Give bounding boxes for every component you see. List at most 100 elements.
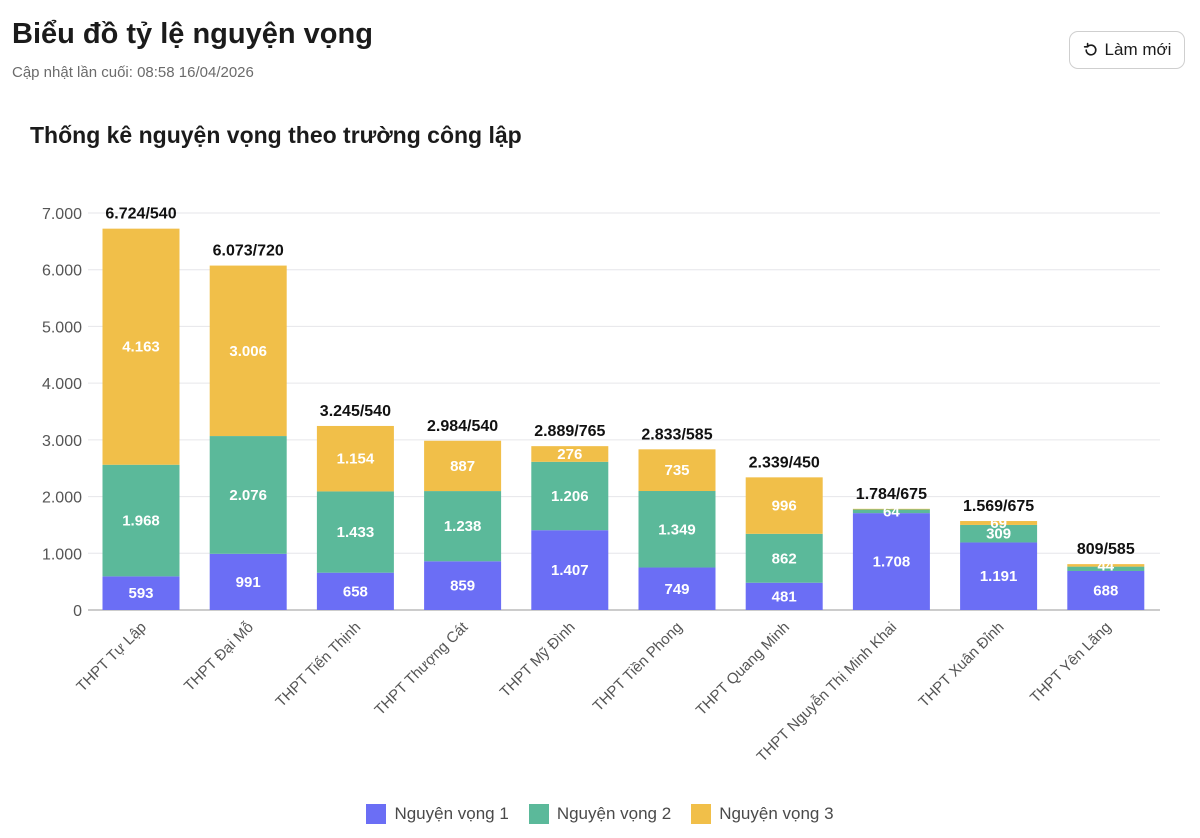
bar-segment[interactable] [745, 533, 823, 583]
y-tick-label: 6.000 [42, 263, 82, 280]
y-tick-label: 7.000 [42, 206, 82, 223]
legend-label-nv2: Nguyện vọng 2 [556, 804, 672, 823]
bar-value-label: 1.191 [980, 568, 1018, 585]
bar-segment[interactable] [424, 491, 502, 562]
y-tick-label: 0 [73, 603, 82, 620]
legend-item-nv3[interactable]: Nguyện vọng 3 [691, 804, 834, 824]
chart-legend: Nguyện vọng 1 Nguyện vọng 2 Nguyện vọng … [0, 804, 1200, 824]
bar-segment[interactable] [852, 509, 930, 514]
bar-value-label: 593 [128, 585, 153, 602]
y-tick-label: 3.000 [42, 433, 82, 450]
bar-value-label: 996 [772, 498, 797, 515]
bar-value-label: 64 [883, 503, 900, 520]
bar-value-label: 276 [557, 446, 582, 463]
y-tick-label: 2.000 [42, 490, 82, 507]
bar-total-label: 2.339/450 [749, 454, 820, 471]
bar-segment[interactable] [1067, 564, 1145, 567]
bar-value-label: 1.407 [551, 562, 589, 579]
bar-value-label: 1.349 [658, 521, 696, 538]
bar-segment[interactable] [531, 461, 609, 531]
x-tick-label: THPT Tự Lập [73, 619, 150, 696]
bar-segment[interactable] [638, 567, 716, 610]
bar-total-label: 1.569/675 [963, 498, 1034, 515]
bar-segment[interactable] [960, 521, 1038, 525]
data-labels: 593 1.968 4.163 6.724/540 991 2.076 3.006 6.073… [105, 206, 1134, 606]
bar-segment[interactable] [102, 228, 180, 465]
page-title: Biểu đồ tỷ lệ nguyện vọng [12, 18, 373, 50]
y-tick-label: 4.000 [42, 376, 82, 393]
bar-segment[interactable] [638, 491, 716, 568]
bar-value-label: 1.968 [122, 513, 160, 530]
legend-swatch-nv1 [366, 804, 387, 824]
bar-value-label: 735 [664, 462, 689, 479]
bar-segment[interactable] [209, 553, 287, 610]
legend-label-nv1: Nguyện vọng 1 [394, 804, 509, 823]
bar-segment[interactable] [1067, 566, 1145, 571]
bar-segment[interactable] [852, 508, 930, 510]
legend-swatch-nv3 [691, 804, 712, 824]
y-tick-label: 1.000 [42, 546, 82, 563]
bar-value-label: 2.076 [229, 487, 267, 504]
bar-total-label: 2.984/540 [427, 418, 498, 435]
bar-segment[interactable] [209, 436, 287, 554]
bar-segment[interactable] [1067, 570, 1145, 610]
x-axis: THPT Tự Lập THPT Đại Mỗ THPT Tiến Thịnh THP… [73, 618, 1114, 765]
bar-segment[interactable] [852, 513, 930, 610]
bar-segment[interactable] [424, 440, 502, 492]
bar-segment[interactable] [960, 542, 1038, 610]
bar-segment[interactable] [102, 576, 180, 610]
bar-total-label: 809/585 [1077, 541, 1135, 558]
y-axis: 0 1.000 2.000 3.000 4.000 5.000 6.000 7.000 [42, 206, 82, 620]
legend-item-nv1[interactable]: Nguyện vọng 1 [366, 804, 509, 824]
bar-segment[interactable] [960, 524, 1038, 543]
bar-total-label: 1.784/675 [856, 486, 927, 503]
x-tick-label: THPT Thượng Cát [371, 618, 472, 719]
y-tick-label: 5.000 [42, 319, 82, 336]
x-tick-label: THPT Tiến Thịnh [272, 619, 364, 711]
bar-value-label: 887 [450, 458, 475, 475]
bar-value-label: 4.163 [122, 339, 160, 356]
x-tick-label: THPT Yên Lãng [1027, 619, 1115, 707]
bars [102, 228, 1145, 610]
bar-value-label: 1.154 [337, 451, 375, 468]
bar-total-label: 6.073/720 [213, 243, 284, 260]
bar-value-label: 1.238 [444, 518, 482, 535]
bar-segment[interactable] [531, 446, 609, 462]
x-tick-label: THPT Tiền Phong [590, 619, 686, 715]
bar-value-label: 481 [772, 588, 797, 605]
bar-value-label: 688 [1093, 582, 1118, 599]
legend-swatch-nv2 [528, 804, 549, 824]
last-updated-text: Cập nhật lần cuối: 08:58 16/04/2026 [12, 64, 254, 81]
bar-value-label: 44 [1097, 557, 1114, 574]
chart-title: Thống kê nguyện vọng theo trường công lậ… [30, 122, 522, 148]
bar-segment[interactable] [209, 265, 287, 437]
x-tick-label: THPT Đại Mỗ [181, 619, 257, 695]
bar-total-label: 6.724/540 [105, 206, 176, 223]
legend-item-nv2[interactable]: Nguyện vọng 2 [528, 804, 672, 824]
bar-value-label: 1.206 [551, 488, 589, 505]
bar-segment[interactable] [316, 572, 394, 610]
refresh-button-label: Làm mới [1104, 40, 1172, 59]
bar-segment[interactable] [745, 582, 823, 610]
bar-segment[interactable] [102, 464, 180, 577]
x-tick-label: THPT Xuân Đỉnh [915, 619, 1007, 711]
refresh-icon [1083, 42, 1099, 58]
bar-value-label: 1.433 [337, 524, 375, 541]
bar-segment[interactable] [316, 491, 394, 573]
bar-value-label: 658 [343, 583, 368, 600]
bar-value-label: 3.006 [229, 343, 267, 360]
legend-label-nv3: Nguyện vọng 3 [719, 804, 834, 823]
bar-segment[interactable] [638, 449, 716, 492]
bar-total-label: 3.245/540 [320, 403, 391, 420]
bar-value-label: 862 [772, 550, 797, 567]
bar-value-label: 749 [664, 581, 689, 598]
refresh-button[interactable]: Làm mới [1069, 31, 1185, 69]
x-tick-label: THPT Quang Minh [693, 619, 793, 719]
bar-segment[interactable] [316, 425, 394, 492]
bar-segment[interactable] [531, 530, 609, 610]
bar-segment[interactable] [424, 561, 502, 610]
stacked-bar-chart: 0 1.000 2.000 3.000 4.000 5.000 6.000 7.000 593… [42, 206, 1160, 765]
bar-value-label: 991 [236, 574, 261, 591]
bar-total-label: 2.889/765 [534, 423, 605, 440]
bar-segment[interactable] [745, 477, 823, 534]
